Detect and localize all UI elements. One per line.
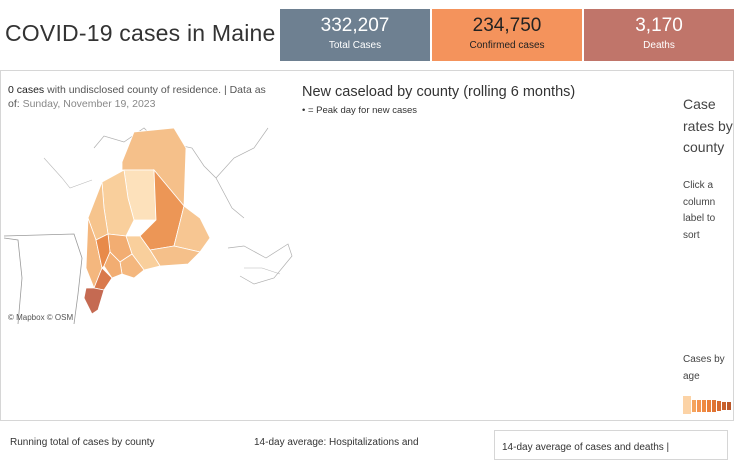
map-coast-line xyxy=(215,127,269,179)
case-rates-title: Case rates by county xyxy=(683,96,733,155)
tab-cases-deaths[interactable]: 14-day average of cases and deaths | xyxy=(502,442,670,453)
undisclosed-count: 0 cases xyxy=(8,84,45,96)
age-bar xyxy=(683,396,691,414)
kpi-confirmed-cases: 234,750 Confirmed cases xyxy=(432,9,582,61)
kpi-deaths-value: 3,170 xyxy=(635,15,683,36)
age-bar xyxy=(697,400,701,412)
kpi-deaths-label: Deaths xyxy=(643,40,675,51)
caseload-chart-title: New caseload by county (rolling 6 months… xyxy=(302,84,576,100)
dashboard-panel xyxy=(0,70,734,421)
age-bar xyxy=(712,400,716,412)
county-sagadahoc xyxy=(103,251,123,279)
data-note: 0 cases with undisclosed county of resid… xyxy=(8,83,280,111)
tab-running-total[interactable]: Running total of cases by county xyxy=(10,437,155,448)
age-bar xyxy=(707,400,711,412)
age-bar xyxy=(727,402,731,410)
kpi-confirmed-label: Confirmed cases xyxy=(469,40,545,51)
map-coast-line xyxy=(244,267,281,275)
page-title: COVID-19 cases in Maine xyxy=(5,20,276,46)
age-bar xyxy=(702,400,706,412)
map-coast-line xyxy=(227,243,293,285)
caseload-chart-subtitle: • = Peak day for new cases xyxy=(302,105,418,116)
map-coast-line xyxy=(43,157,93,189)
case-rates-hint: Click a column label to sort xyxy=(683,180,716,241)
age-bar xyxy=(717,401,721,411)
age-bar xyxy=(722,402,726,410)
kpi-deaths: 3,170 Deaths xyxy=(584,9,734,61)
kpi-total-value: 332,207 xyxy=(320,15,390,36)
map-credit[interactable]: © Mapbox © OSM xyxy=(8,313,74,322)
as-of-date: Sunday, November 19, 2023 xyxy=(22,98,156,110)
map-border-line xyxy=(4,237,23,324)
map-border-line xyxy=(4,233,83,324)
kpi-total-label: Total Cases xyxy=(328,40,382,51)
county-map[interactable] xyxy=(4,118,296,324)
cases-by-age-chart[interactable] xyxy=(683,396,733,414)
kpi-confirmed-value: 234,750 xyxy=(472,15,542,36)
age-bar xyxy=(692,400,696,412)
county-washington xyxy=(173,205,211,253)
cases-by-age-title: Cases by age xyxy=(683,354,725,382)
undisclosed-text: with undisclosed county of residence. | … xyxy=(8,84,266,110)
tab-hospitalizations[interactable]: 14-day average: Hospitalizations and xyxy=(254,437,419,448)
kpi-total-cases: 332,207 Total Cases xyxy=(280,9,430,61)
county-york xyxy=(83,287,105,315)
